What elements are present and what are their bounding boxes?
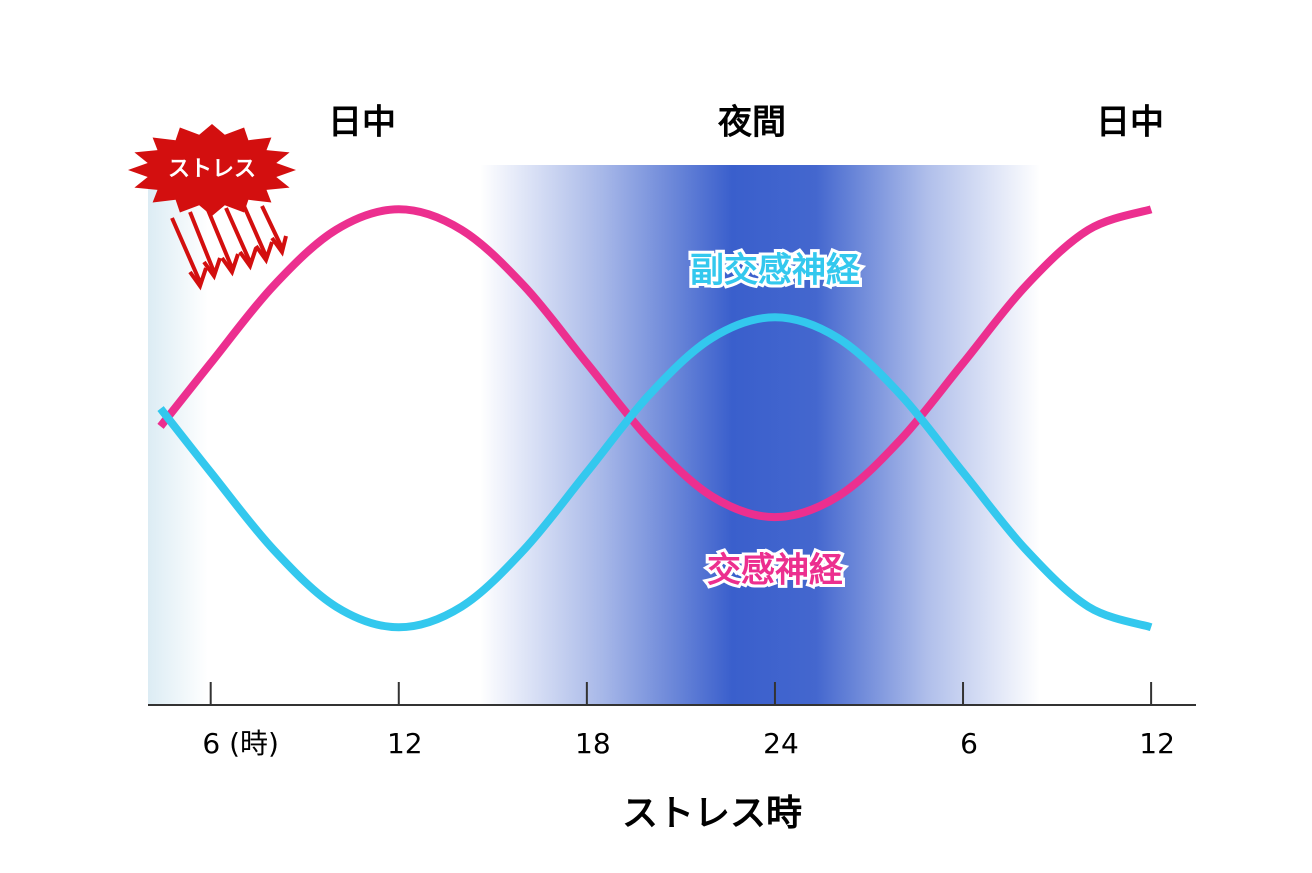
x-axis-title: ストレス時 (622, 793, 802, 834)
plot (157, 205, 1153, 632)
x-tick-label: 12 (1139, 727, 1175, 760)
x-tick-label: 6 (960, 727, 978, 760)
period-label: 夜間 (717, 103, 786, 143)
stress-arrows (170, 205, 288, 291)
x-tick-label: 24 (763, 727, 799, 760)
series-label: 副交感神経 (690, 251, 861, 291)
series-label: 交感神経 (707, 551, 844, 591)
series-line (157, 205, 1153, 522)
period-label: 日中 (328, 103, 396, 143)
night-fade (480, 150, 1040, 270)
x-tick-label: 6 (時) (202, 727, 279, 760)
x-tick-label: 12 (387, 727, 423, 760)
badge-label: ストレス (168, 157, 256, 182)
x-tick-label: 18 (575, 727, 611, 760)
series-line (157, 313, 1153, 632)
starburst (128, 124, 296, 216)
stress-badge: ストレス (128, 124, 296, 291)
period-label: 日中 (1096, 103, 1164, 143)
